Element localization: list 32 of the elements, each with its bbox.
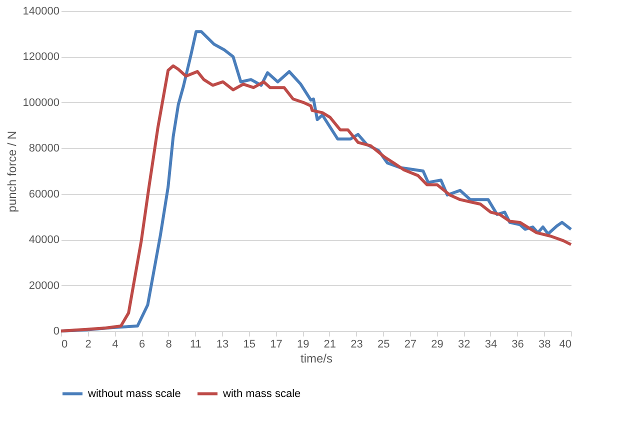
- x-tick-label: 38: [538, 338, 551, 350]
- x-tick-label: 0: [62, 338, 68, 350]
- x-tick-label: 23: [350, 338, 363, 350]
- y-tick-label: 100000: [22, 96, 60, 109]
- x-tick-label: 6: [138, 338, 146, 350]
- x-tick-label: 29: [431, 338, 444, 350]
- x-tick-label: 11: [190, 338, 202, 350]
- y-tick-label: 20000: [28, 280, 60, 292]
- x-tick-label: 34: [484, 338, 498, 350]
- x-tick-label: 17: [270, 338, 282, 350]
- x-tick-label: 15: [243, 338, 256, 350]
- x-tick-label: 8: [166, 338, 172, 350]
- x-tick-label: 2: [85, 338, 92, 350]
- x-tick-label: 19: [296, 338, 310, 350]
- x-tick-label: 32: [458, 338, 470, 350]
- x-tick-label: 25: [377, 338, 390, 350]
- y-tick-label: 0: [53, 326, 60, 338]
- y-tick-label: 140000: [22, 6, 60, 18]
- y-axis-title: punch force / N: [4, 130, 19, 212]
- y-tick-label: 120000: [22, 51, 60, 64]
- y-tick-label: 40000: [28, 234, 60, 246]
- y-tick-label: 80000: [28, 142, 60, 155]
- x-tick-label: 4: [112, 338, 118, 350]
- x-tick-label: 36: [512, 338, 524, 350]
- legend-label: with mass scale: [222, 388, 301, 400]
- x-tick-label: 27: [404, 338, 417, 350]
- x-tick-label: 21: [324, 338, 336, 350]
- x-tick-label: 40: [559, 338, 572, 350]
- y-tick-label: 60000: [28, 188, 60, 200]
- x-tick-label: 13: [216, 338, 229, 350]
- legend-label: without mass scale: [87, 388, 181, 400]
- x-axis-title: time/s: [300, 352, 333, 366]
